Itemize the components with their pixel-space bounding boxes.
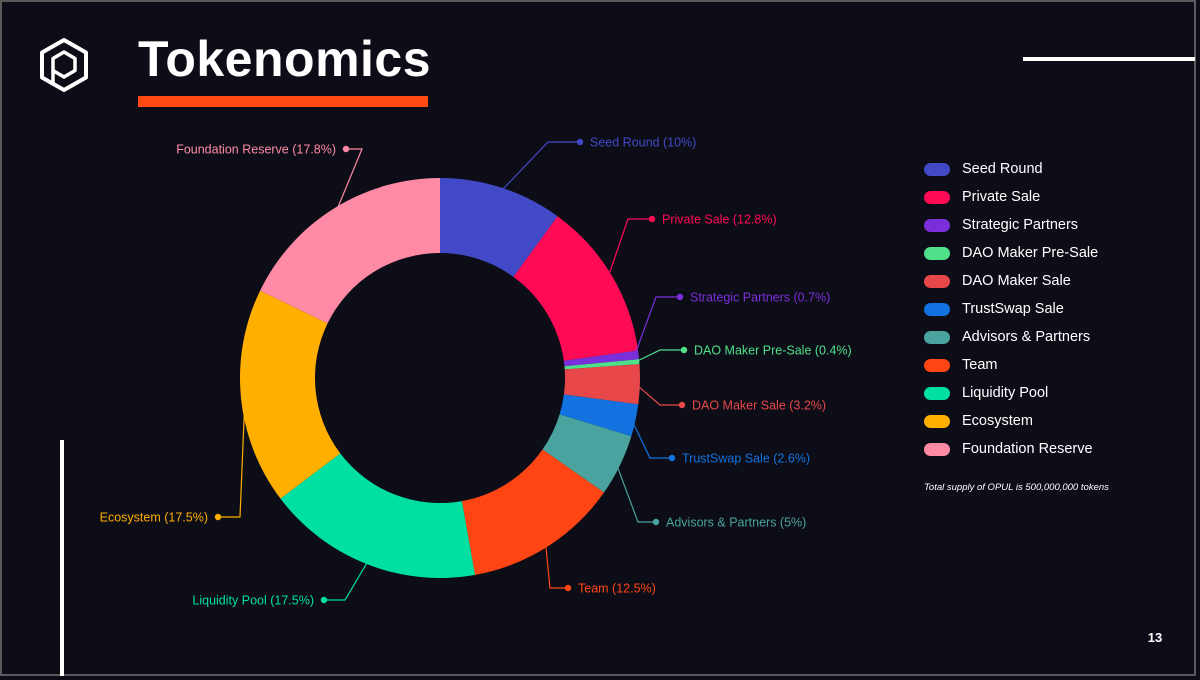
- leader-dot: [648, 215, 656, 223]
- leader-line: [500, 141, 580, 193]
- donut-slice: [461, 449, 604, 575]
- leader-dot: [680, 346, 688, 354]
- legend-label: DAO Maker Pre-Sale: [962, 245, 1099, 261]
- slice-data-label: Ecosystem (17.5%): [100, 511, 208, 525]
- donut-slice: [513, 216, 639, 361]
- legend-item: Foundation Reserve: [924, 435, 1098, 463]
- page-number: 13: [1147, 630, 1163, 645]
- legend-swatch: [924, 218, 950, 232]
- leader-line: [544, 543, 568, 589]
- leader-dot: [576, 138, 584, 146]
- donut-slice: [542, 414, 632, 493]
- legend-item: Strategic Partners: [924, 211, 1098, 239]
- donut-slice: [563, 364, 640, 405]
- legend-swatch: [924, 162, 950, 176]
- legend-item: Team: [924, 351, 1098, 379]
- donut-slice: [240, 290, 341, 499]
- total-supply-note: Total supply of OPUL is 500,000,000 toke…: [924, 482, 1109, 493]
- slice-data-label: Team (12.5%): [578, 582, 656, 596]
- chart-legend: Seed Round Private Sale Strategic Partners…: [924, 155, 1098, 463]
- leader-dot: [342, 145, 350, 153]
- leader-dot: [652, 518, 660, 526]
- legend-item: TrustSwap Sale: [924, 295, 1098, 323]
- slice-data-label: Strategic Partners (0.7%): [690, 291, 830, 305]
- legend-item: Ecosystem: [924, 407, 1098, 435]
- slice-data-label: DAO Maker Pre-Sale (0.4%): [694, 344, 852, 358]
- legend-swatch: [924, 414, 950, 428]
- legend-label: Foundation Reserve: [962, 441, 1093, 457]
- top-divider: [1023, 57, 1195, 61]
- slice-data-label: DAO Maker Sale (3.2%): [692, 399, 826, 413]
- legend-swatch: [924, 246, 950, 260]
- opul-logo-icon: [40, 38, 88, 92]
- slice-data-label: TrustSwap Sale (2.6%): [682, 452, 810, 466]
- donut-slice: [260, 178, 440, 324]
- legend-swatch: [924, 442, 950, 456]
- legend-label: Team: [962, 357, 998, 373]
- slice-data-label: Private Sale (12.8%): [662, 213, 777, 227]
- slice-data-label: Foundation Reserve (17.8%): [176, 143, 336, 157]
- donut-slice: [563, 350, 640, 367]
- donut-slice: [280, 453, 476, 578]
- leader-dot: [678, 401, 686, 409]
- leader-dot: [320, 596, 328, 604]
- legend-label: Strategic Partners: [962, 217, 1079, 233]
- tokenomics-donut-chart: Seed Round (10%) Private Sale (12.8%) Stra…: [100, 136, 852, 608]
- leader-line: [615, 463, 656, 523]
- title-underline: [138, 96, 428, 107]
- leader-line: [324, 560, 369, 601]
- legend-swatch: [924, 386, 950, 400]
- legend-label: Liquidity Pool: [962, 385, 1049, 401]
- leader-line: [335, 148, 363, 213]
- legend-item: Private Sale: [924, 183, 1098, 211]
- leader-dot: [676, 293, 684, 301]
- legend-label: Advisors & Partners: [962, 329, 1091, 345]
- slice-data-label: Advisors & Partners (5%): [666, 516, 806, 530]
- leader-dot: [564, 584, 572, 592]
- legend-item: DAO Maker Sale: [924, 267, 1098, 295]
- donut-slice: [440, 178, 558, 277]
- legend-label: TrustSwap Sale: [962, 301, 1064, 317]
- leader-dot: [668, 454, 676, 462]
- leader-line: [607, 218, 652, 278]
- leader-line: [634, 296, 680, 356]
- side-divider: [60, 440, 64, 676]
- leader-line: [218, 397, 246, 518]
- legend-swatch: [924, 358, 950, 372]
- legend-item: Seed Round: [924, 155, 1098, 183]
- legend-item: DAO Maker Pre-Sale: [924, 239, 1098, 267]
- donut-slice: [564, 359, 640, 370]
- leader-line: [635, 349, 684, 363]
- leader-line: [635, 383, 682, 406]
- legend-label: Ecosystem: [962, 413, 1033, 429]
- leader-dot: [214, 513, 222, 521]
- page-title: Tokenomics: [138, 31, 432, 87]
- legend-swatch: [924, 330, 950, 344]
- legend-item: Liquidity Pool: [924, 379, 1098, 407]
- slice-data-label: Liquidity Pool (17.5%): [192, 594, 314, 608]
- legend-swatch: [924, 302, 950, 316]
- donut-slice: [559, 394, 639, 437]
- legend-label: Seed Round: [962, 161, 1043, 177]
- legend-item: Advisors & Partners: [924, 323, 1098, 351]
- slice-data-label: Seed Round (10%): [590, 136, 696, 150]
- legend-swatch: [924, 274, 950, 288]
- leader-line: [631, 419, 672, 459]
- legend-label: Private Sale: [962, 189, 1041, 205]
- legend-swatch: [924, 190, 950, 204]
- legend-label: DAO Maker Sale: [962, 273, 1071, 289]
